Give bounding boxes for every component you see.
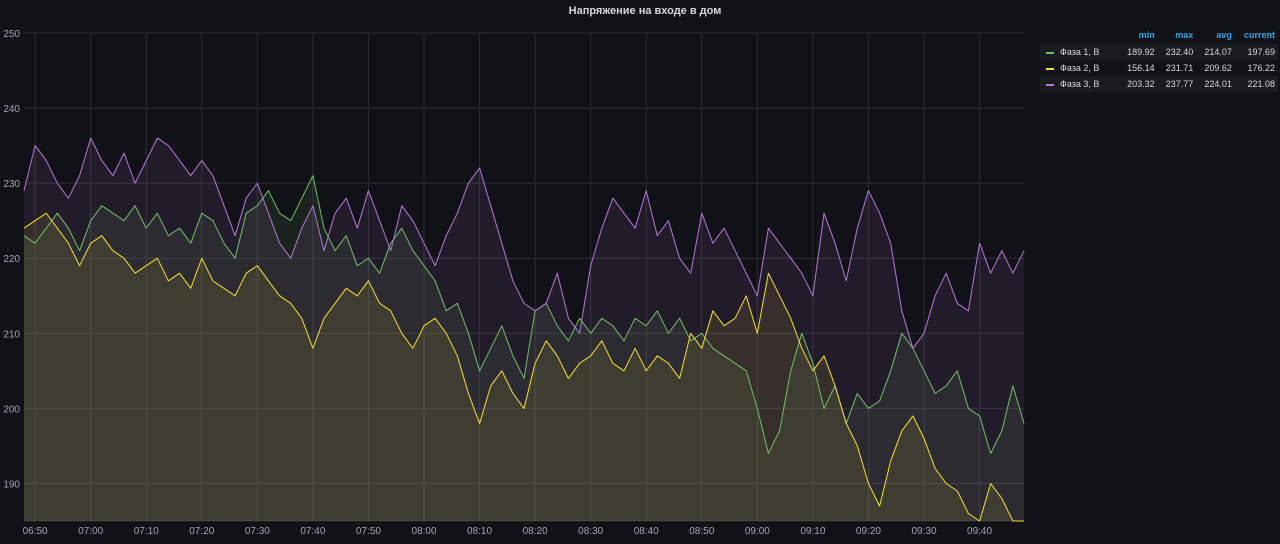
- y-tick-label: 210: [3, 329, 20, 340]
- legend-current: 221.08: [1234, 76, 1278, 92]
- x-tick-label: 07:00: [78, 526, 103, 537]
- phase-1-line: [23, 175, 1025, 454]
- x-tick-label: 07:30: [245, 526, 270, 537]
- legend-max: 231.71: [1165, 63, 1194, 73]
- y-axis: 190 200 210 220 230 240 250: [3, 29, 20, 490]
- legend-header-avg[interactable]: avg: [1216, 30, 1232, 40]
- x-tick-label: 09:20: [856, 526, 881, 537]
- legend-current: 176.22: [1247, 63, 1275, 73]
- series-color-swatch: [1046, 51, 1054, 54]
- x-tick-label: 08:00: [411, 526, 436, 537]
- legend-min: 203.32: [1118, 76, 1158, 92]
- legend-row[interactable]: Фаза 1, В 189.92 232.40 214.07 197.69: [1040, 44, 1278, 60]
- y-tick-label: 250: [3, 29, 20, 40]
- legend-row[interactable]: Фаза 2, В 156.14 231.71 209.62 176.22: [1040, 60, 1278, 76]
- x-tick-label: 09:10: [800, 526, 825, 537]
- legend-header-min[interactable]: min: [1138, 30, 1155, 40]
- legend-series-name[interactable]: Фаза 3, В: [1060, 79, 1100, 89]
- series-color-swatch: [1046, 83, 1054, 86]
- y-tick-label: 190: [3, 479, 20, 490]
- x-tick-label: 07:50: [356, 526, 381, 537]
- x-tick-label: 08:50: [689, 526, 714, 537]
- x-tick-label: 09:40: [967, 526, 992, 537]
- legend-row[interactable]: Фаза 3, В 203.32 237.77 224.01 221.08: [1040, 76, 1278, 92]
- y-tick-label: 240: [3, 104, 20, 115]
- x-axis: 06:50 07:00 07:10 07:20 07:30 07:40 07:50 08:00…: [23, 526, 993, 537]
- legend-table: min max avg current Фаза 1, В 189.92 232…: [1040, 30, 1278, 92]
- legend-series-name[interactable]: Фаза 1, В: [1060, 47, 1100, 57]
- x-tick-label: 07:40: [300, 526, 325, 537]
- phase-2-area: [24, 213, 1024, 521]
- legend-max: 237.77: [1157, 76, 1197, 92]
- x-tick-label: 08:20: [523, 526, 548, 537]
- legend-header-max[interactable]: max: [1175, 30, 1194, 40]
- y-tick-label: 200: [3, 404, 20, 415]
- legend-max: 232.40: [1157, 44, 1197, 60]
- x-tick-label: 08:10: [467, 526, 492, 537]
- y-tick-label: 230: [3, 179, 20, 190]
- x-tick-label: 07:20: [189, 526, 214, 537]
- legend-min: 156.14: [1127, 63, 1155, 73]
- x-tick-label: 08:30: [578, 526, 603, 537]
- legend-min: 189.92: [1118, 44, 1158, 60]
- phase-3-area: [24, 138, 1024, 521]
- x-tick-label: 09:00: [745, 526, 770, 537]
- legend-header-current[interactable]: current: [1243, 30, 1275, 40]
- phase-2-line: [23, 212, 1024, 522]
- phase-3-line: [23, 137, 1025, 349]
- series-lines: [23, 137, 1025, 522]
- legend-avg: 209.62: [1204, 63, 1232, 73]
- chart-canvas[interactable]: 190 200 210 220 230 240 250 06:50 07:00 07:10 07:…: [0, 0, 1030, 544]
- x-tick-label: 09:30: [911, 526, 936, 537]
- legend-current: 197.69: [1234, 44, 1278, 60]
- x-tick-label: 08:40: [634, 526, 659, 537]
- x-tick-label: 07:10: [134, 526, 159, 537]
- series-areas: [24, 138, 1024, 521]
- legend-avg: 224.01: [1196, 76, 1235, 92]
- x-tick-label: 06:50: [23, 526, 48, 537]
- chart-grid: [24, 32, 1024, 522]
- y-tick-label: 220: [3, 254, 20, 265]
- panel-title: Напряжение на входе в дом: [568, 5, 722, 17]
- legend-series-name[interactable]: Фаза 2, В: [1060, 63, 1100, 73]
- series-color-swatch: [1046, 67, 1054, 70]
- legend-avg: 214.07: [1196, 44, 1235, 60]
- phase-1-area: [24, 175, 1024, 521]
